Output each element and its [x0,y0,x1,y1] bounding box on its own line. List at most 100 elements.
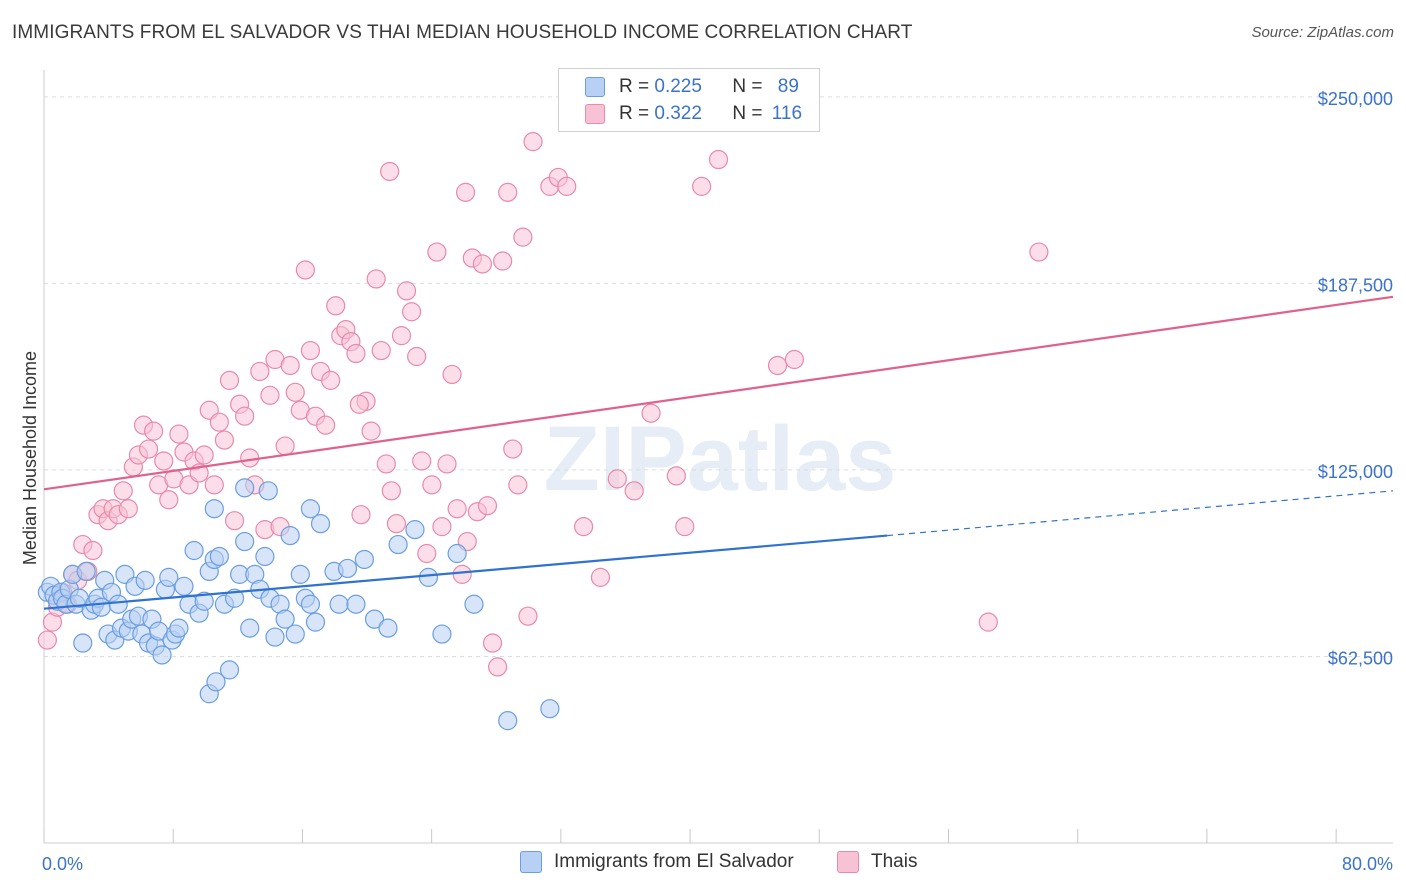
legend-r-label: R = [619,103,655,124]
thais-point [159,490,179,510]
legend-swatch-blue [585,77,605,97]
x-tick-label-min: 0.0% [42,854,83,874]
y-tick-labels: $62,500 $125,000 $187,500 $250,000 [1318,89,1393,669]
thais-point [422,475,442,495]
legend-swatch-pink [837,851,859,873]
thais-point [37,630,57,650]
el-salvador-point [235,478,255,498]
thais-point [118,499,138,519]
trend-lines [43,295,1394,610]
thais-point [675,517,695,537]
trend-line-el-salvador-extension [887,490,1394,537]
el-salvador-point [206,672,226,692]
thais-point [498,182,518,202]
series-thais-points [37,132,1049,677]
el-salvador-point [135,570,155,590]
legend-item-el-salvador: Immigrants from El Salvador [520,851,794,873]
thais-point [432,517,452,537]
thais-point [1029,242,1049,262]
thais-point [447,499,467,519]
el-salvador-point [204,499,224,519]
legend-row-el-salvador: R = 0.225 N = 89 [585,75,799,99]
thais-point [427,242,447,262]
legend-swatch-pink [585,104,605,124]
el-salvador-point [174,576,194,596]
thais-point [285,382,305,402]
thais-point [349,394,369,414]
thais-point [508,475,528,495]
thais-point [204,475,224,495]
el-salvador-point [280,525,300,546]
thais-point [708,149,729,170]
thais-point [452,564,472,584]
thais-point [224,511,245,531]
el-salvador-point [159,567,179,587]
thais-point [641,403,661,423]
thais-point [767,355,788,376]
thais-point [295,260,315,280]
x-tick-label-max: 80.0% [1342,854,1393,874]
thais-point [407,346,427,367]
el-salvador-point [447,543,467,564]
thais-point [402,302,422,322]
el-salvador-point [405,520,425,540]
axes [43,70,1393,844]
el-salvador-point [255,546,275,567]
thais-point [503,439,523,459]
el-salvador-point [364,609,385,629]
thais-point [518,606,538,626]
el-salvador-point [305,612,326,632]
thais-point [275,436,295,456]
thais-point [194,445,214,465]
legend-n-label: N = [732,103,768,124]
legend-r-value: 0.225 [654,76,702,97]
thais-point [209,412,229,432]
thais-point [666,466,686,486]
el-salvador-point [498,711,518,731]
thais-point [482,633,503,653]
thais-point [280,355,300,376]
y-tick-label: $125,000 [1318,462,1393,482]
el-salvador-point [275,609,295,629]
thais-point [235,406,255,426]
thais-point [472,254,493,274]
el-salvador-point [290,564,310,584]
el-salvador-point [310,514,331,534]
y-tick-label: $250,000 [1318,89,1393,109]
el-salvador-point [432,624,452,644]
el-salvador-point [73,633,93,653]
thais-point [396,281,417,301]
el-salvador-point [540,699,560,719]
y-axis-label: Median Household Income [20,351,40,565]
el-salvador-point [300,499,321,519]
correlation-legend: R = 0.225 N = 89 R = 0.322 N = 116 [558,68,820,132]
thais-point [607,469,627,489]
el-salvador-point [184,540,204,561]
legend-n-value: 116 [771,103,803,124]
el-salvador-point [219,660,240,680]
thais-point [978,612,998,632]
thais-point [321,370,341,390]
el-salvador-point [240,618,260,638]
thais-point [316,415,336,435]
thais-point [361,421,381,441]
thais-point [346,343,366,364]
thais-point [493,251,513,271]
thais-point [154,451,174,471]
thais-point [391,326,412,346]
thais-point [371,340,391,361]
el-salvador-point [329,594,349,614]
thais-point [784,349,804,370]
thais-point [455,182,476,202]
el-salvador-point [108,594,128,614]
el-salvador-point [224,588,245,608]
legend-row-thais: R = 0.322 N = 116 [585,102,802,126]
el-salvador-point [354,549,374,570]
thais-point [590,567,611,587]
el-salvador-point [337,558,358,579]
watermark: ZIPatlas [544,408,897,510]
thais-point [488,657,508,677]
el-salvador-point [418,567,439,587]
thais-point [437,454,457,474]
